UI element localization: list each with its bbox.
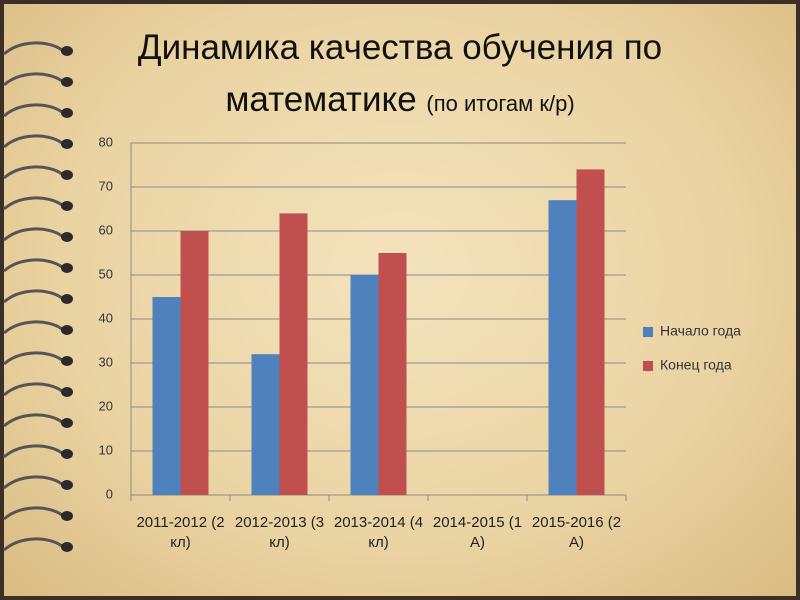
spiral-ring bbox=[3, 258, 63, 273]
bar bbox=[279, 213, 308, 495]
y-tick-label: 20 bbox=[99, 398, 113, 413]
spiral-ring bbox=[3, 227, 63, 242]
spiral-ring bbox=[3, 103, 63, 118]
spiral-hole bbox=[61, 201, 73, 211]
y-tick-label: 10 bbox=[99, 442, 113, 457]
spiral-ring bbox=[3, 382, 63, 397]
spiral-ring bbox=[3, 444, 63, 459]
spiral-hole bbox=[61, 480, 73, 490]
spiral-hole bbox=[61, 139, 73, 149]
spiral-hole bbox=[61, 387, 73, 397]
y-tick-label: 40 bbox=[99, 310, 113, 325]
spiral-hole bbox=[61, 418, 73, 428]
spiral-ring bbox=[3, 320, 63, 335]
bar bbox=[152, 297, 181, 495]
spiral-hole bbox=[61, 170, 73, 180]
spiral-ring bbox=[3, 72, 63, 87]
x-tick-label: 2011-2012 (2 кл) bbox=[136, 514, 225, 551]
x-tick-label: 2012-2013 (3 кл) bbox=[234, 514, 325, 551]
x-tick-label: 2013-2014 (4 кл) bbox=[333, 514, 424, 551]
spiral-ring bbox=[3, 41, 63, 56]
bar bbox=[576, 169, 605, 495]
y-tick-label: 0 bbox=[106, 486, 113, 501]
legend-label: Конец года bbox=[660, 357, 732, 373]
spiral-hole bbox=[61, 108, 73, 118]
y-tick-label: 50 bbox=[99, 266, 113, 281]
bar bbox=[251, 354, 280, 495]
legend-swatch bbox=[643, 361, 653, 371]
x-tick-label: 2014-2015 (1 А) bbox=[432, 514, 523, 551]
spiral-ring bbox=[3, 537, 63, 552]
x-tick-label: 2015-2016 (2 А) bbox=[531, 514, 622, 551]
chart-subtitle: (по итогам к/р) bbox=[426, 91, 575, 116]
bar bbox=[350, 275, 379, 495]
spiral-hole bbox=[61, 511, 73, 521]
spiral-ring bbox=[3, 196, 63, 211]
spiral-hole bbox=[61, 542, 73, 552]
spiral-hole bbox=[61, 232, 73, 242]
spiral-ring bbox=[3, 134, 63, 149]
bar bbox=[180, 231, 209, 495]
spiral-hole bbox=[61, 449, 73, 459]
spiral-hole bbox=[61, 325, 73, 335]
spiral-hole bbox=[61, 77, 73, 87]
y-tick-label: 80 bbox=[99, 134, 113, 149]
legend-swatch bbox=[643, 327, 653, 337]
y-tick-label: 70 bbox=[99, 178, 113, 193]
legend-label: Начало года bbox=[660, 323, 741, 339]
spiral-ring bbox=[3, 413, 63, 428]
spiral-hole bbox=[61, 46, 73, 56]
spiral-ring bbox=[3, 165, 63, 180]
spiral-ring bbox=[3, 351, 63, 366]
spiral-ring bbox=[3, 289, 63, 304]
spiral-hole bbox=[61, 356, 73, 366]
spiral-ring bbox=[3, 506, 63, 521]
spiral-hole bbox=[61, 294, 73, 304]
y-tick-label: 60 bbox=[99, 222, 113, 237]
y-tick-label: 30 bbox=[99, 354, 113, 369]
spiral-hole bbox=[61, 263, 73, 273]
bar bbox=[378, 253, 407, 495]
title-block: Динамика качества обучения по математике… bbox=[60, 22, 740, 130]
bar bbox=[548, 200, 577, 495]
spiral-ring bbox=[3, 475, 63, 490]
chart-title: Динамика качества обучения по математике bbox=[137, 28, 663, 119]
